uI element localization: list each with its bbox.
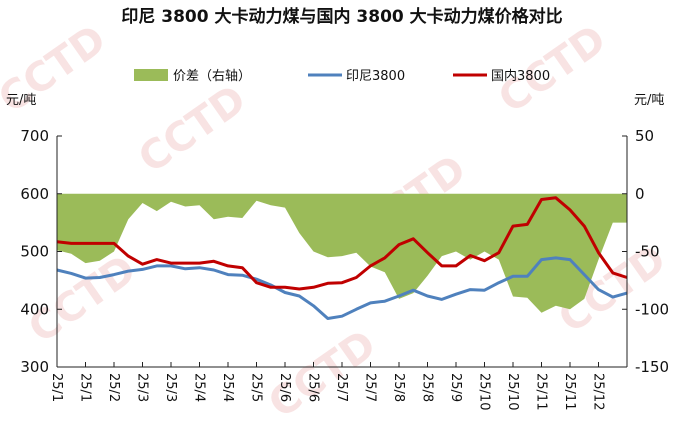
x-tick-label: 25/1 (78, 373, 93, 402)
legend-swatch-diff (134, 69, 168, 81)
series-area-diff (57, 193, 627, 313)
x-tick-label: 25/3 (135, 373, 150, 402)
right-tick-label: -100 (635, 300, 669, 318)
legend-label-domestic: 国内3800 (491, 68, 550, 84)
x-tick-label: 25/10 (477, 373, 492, 410)
x-tick-label: 25/1 (49, 373, 64, 402)
axes: 300 400 500 600 700 -150 -100 -50 0 50 25/1 25/1 25/… (20, 127, 669, 410)
series-line-domestic (56, 196, 628, 291)
x-tick-label: 25/8 (391, 373, 406, 402)
left-tick-label: 400 (20, 300, 49, 318)
x-tick-label: 25/10 (505, 373, 520, 410)
right-axis-unit: 元/吨 (634, 93, 664, 108)
left-tick-label: 600 (20, 185, 49, 203)
x-tick-label: 25/4 (220, 373, 235, 402)
series-line-indonesia (56, 256, 628, 320)
x-tick-label: 25/9 (448, 373, 463, 402)
x-tick-label: 25/6 (277, 373, 292, 402)
x-tick-label: 25/11 (562, 373, 577, 410)
x-tick-label: 25/11 (534, 373, 549, 410)
left-tick-label: 500 (20, 243, 49, 261)
right-tick-label: -50 (635, 243, 660, 261)
legend-label-indonesia: 印尼3800 (346, 69, 405, 84)
left-axis-unit: 元/吨 (6, 93, 36, 108)
watermark-text: CCTD (131, 76, 255, 182)
x-tick-label: 25/8 (420, 373, 435, 402)
chart-title: 印尼 3800 大卡动力煤与国内 3800 大卡动力煤价格对比 (121, 6, 562, 27)
x-tick-label: 25/7 (334, 373, 349, 402)
right-tick-label: 50 (635, 127, 654, 145)
right-tick-label: 0 (635, 185, 645, 203)
x-tick-label: 25/2 (106, 373, 121, 402)
x-tick-label: 25/7 (363, 373, 378, 402)
x-tick-label: 25/12 (591, 373, 606, 410)
x-tick-label: 25/5 (249, 373, 264, 402)
legend-label-diff: 价差（右轴） (173, 69, 251, 84)
legend: 价差（右轴） 印尼3800 国内3800 (134, 68, 550, 84)
x-tick-label: 25/3 (163, 373, 178, 402)
left-tick-label: 700 (20, 127, 49, 145)
plot-area (56, 193, 628, 320)
x-tick-label: 25/6 (306, 373, 321, 402)
x-tick-label: 25/4 (192, 373, 207, 402)
left-tick-label: 300 (20, 358, 49, 376)
right-tick-label: -150 (635, 358, 669, 376)
